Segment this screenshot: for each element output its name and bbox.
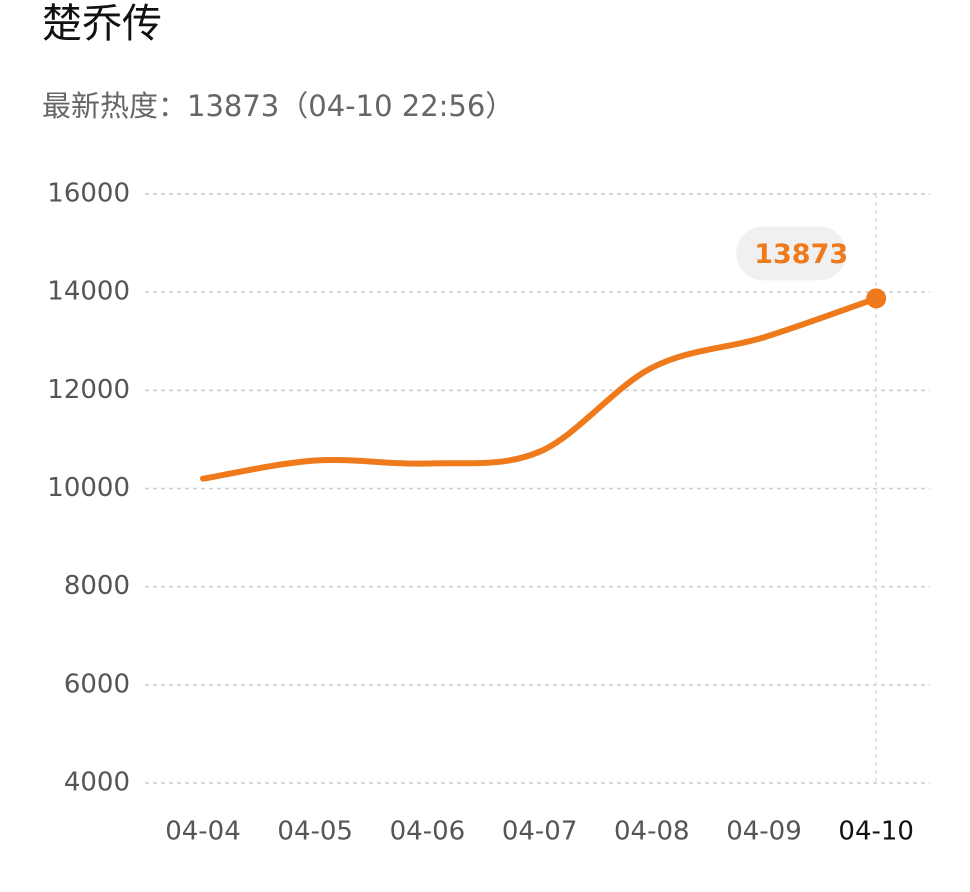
x-tick-label: 04-07 (502, 817, 578, 847)
chart-title: 楚乔传 (42, 1, 162, 47)
chart-subtitle: 最新热度：13873（04-10 22:56） (42, 89, 514, 123)
x-tick-label: 04-05 (277, 817, 353, 847)
line (200, 295, 880, 482)
x-tick-label: 04-04 (165, 817, 241, 847)
x-tick-label: 04-09 (726, 817, 802, 847)
y-tick-label: 10000 (47, 473, 130, 503)
x-tick-label: 04-10 (838, 817, 914, 847)
y-tick-label: 6000 (64, 669, 130, 699)
x-tick-label: 04-06 (390, 817, 466, 847)
value-label-bg (736, 226, 847, 281)
y-tick-label: 12000 (47, 375, 130, 405)
end-point (866, 288, 887, 309)
value-label: 13873 (754, 239, 848, 270)
y-tick-label: 8000 (64, 571, 130, 601)
y-tick-label: 16000 (47, 179, 130, 209)
y-tick-label: 14000 (47, 277, 130, 307)
y-tick-label: 4000 (64, 768, 130, 798)
x-tick-label: 04-08 (614, 817, 690, 847)
